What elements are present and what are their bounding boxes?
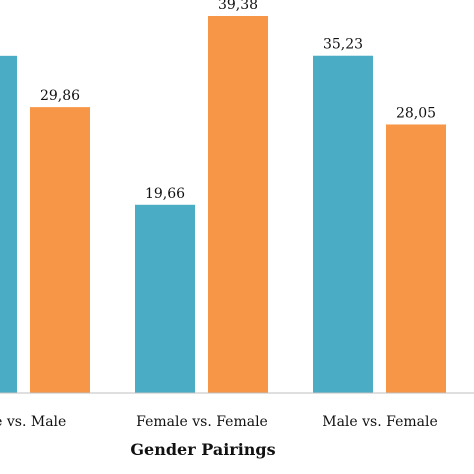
value-label: 28,05 bbox=[396, 105, 436, 121]
bar-series1-male-vs-female bbox=[313, 55, 373, 394]
x-tick-label: le vs. Male bbox=[0, 414, 66, 430]
bar-series2-female-vs-female bbox=[208, 16, 268, 393]
value-label: 35,23 bbox=[323, 37, 363, 53]
value-label: 29,86 bbox=[40, 88, 80, 104]
x-tick-labels-group: le vs. Male Female vs. Female Male vs. Fem… bbox=[0, 414, 438, 430]
bars-group bbox=[0, 16, 446, 394]
bar-series2-male-vs-male bbox=[30, 107, 90, 394]
x-tick-label: Male vs. Female bbox=[322, 414, 438, 430]
x-tick-label: Female vs. Female bbox=[136, 414, 268, 430]
bar-series2-male-vs-female bbox=[386, 124, 446, 393]
bar-series1-male-vs-male bbox=[0, 55, 17, 394]
x-axis-title: Gender Pairings bbox=[130, 440, 275, 459]
value-label: 19,66 bbox=[145, 186, 185, 202]
bar-series1-female-vs-female bbox=[135, 204, 195, 393]
value-label: 39,38 bbox=[218, 0, 258, 13]
